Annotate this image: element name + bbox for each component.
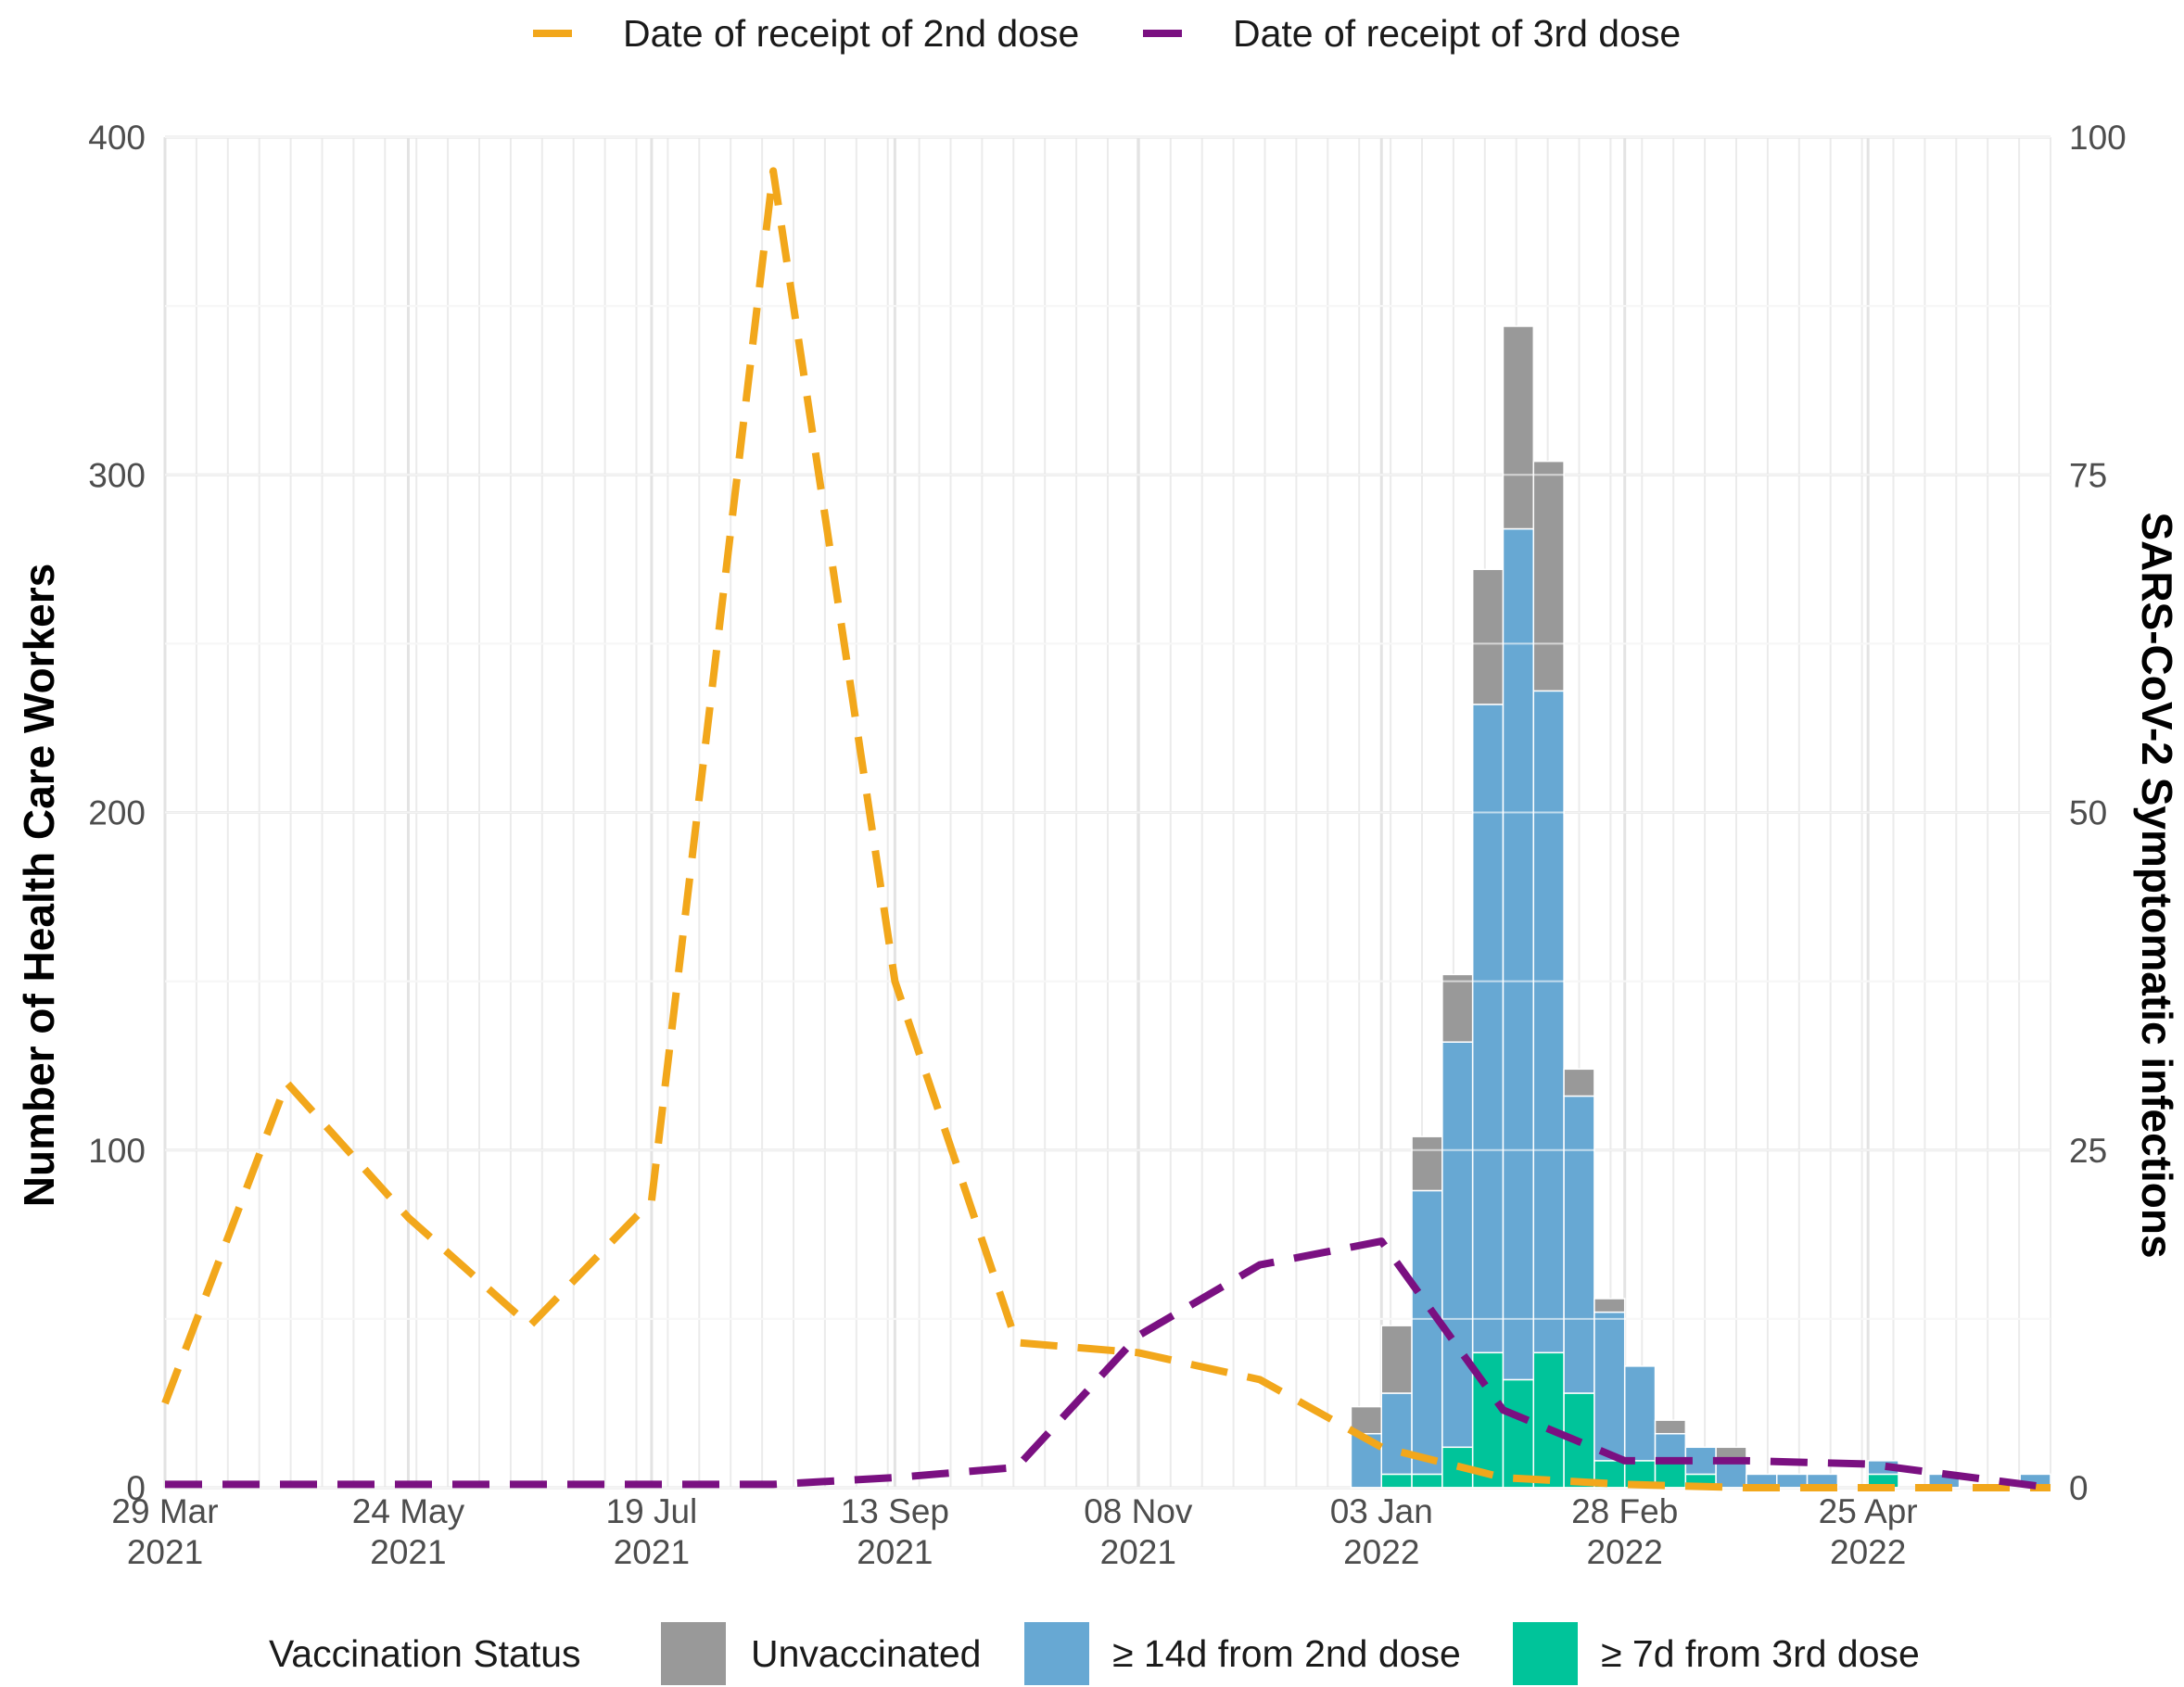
x-tick-label: 19 Jul bbox=[606, 1492, 698, 1530]
x-tick-label: 13 Sep bbox=[841, 1492, 949, 1530]
legend-label-unvaccinated: Unvaccinated bbox=[751, 1632, 981, 1675]
x-tick-year-label: 2021 bbox=[127, 1533, 203, 1571]
legend-label-3rd-dose-status: ≥ 7d from 3rd dose bbox=[1601, 1632, 1920, 1675]
bar-second bbox=[1594, 1311, 1626, 1462]
bar-unvacc bbox=[1532, 460, 1565, 692]
bar-second bbox=[1654, 1432, 1687, 1462]
bar-second bbox=[1471, 704, 1505, 1354]
bar-third bbox=[1532, 1351, 1565, 1489]
x-tick-year-label: 2021 bbox=[614, 1533, 690, 1571]
line-3rd-dose bbox=[165, 1237, 2051, 1491]
bar-unvacc bbox=[1380, 1325, 1413, 1394]
x-tick-year-label: 2021 bbox=[1100, 1533, 1176, 1571]
y-left-tick-label: 300 bbox=[88, 456, 146, 494]
y-right-tick-label: 0 bbox=[2069, 1469, 2089, 1507]
bar-second bbox=[1441, 1041, 1474, 1449]
dose-lines bbox=[161, 167, 2051, 1491]
bar-unvacc bbox=[1563, 1068, 1595, 1097]
bar-unvacc bbox=[1441, 973, 1474, 1043]
legend-label-3rd-dose: Date of receipt of 3rd dose bbox=[1233, 12, 1681, 55]
legend-top: Date of receipt of 2nd dose Date of rece… bbox=[533, 12, 1681, 55]
y-axis-left-title: Number of Health Care Workers bbox=[15, 564, 63, 1207]
y-axis-left: 0 100 200 300 400 bbox=[88, 119, 146, 1507]
legend-swatch-3rd-dose-status bbox=[1513, 1622, 1578, 1685]
bar-unvacc bbox=[1594, 1298, 1626, 1313]
bar-unvacc bbox=[1654, 1419, 1687, 1435]
x-tick-year-label: 2021 bbox=[370, 1533, 446, 1571]
y-right-tick-label: 100 bbox=[2069, 119, 2127, 157]
bar-unvacc bbox=[1471, 568, 1505, 705]
x-tick-label: 29 Mar bbox=[111, 1492, 218, 1530]
legend-label-2nd-dose: Date of receipt of 2nd dose bbox=[623, 12, 1079, 55]
bar-second bbox=[1623, 1365, 1657, 1462]
bar-second bbox=[1380, 1392, 1413, 1476]
x-tick-label: 03 Jan bbox=[1330, 1492, 1433, 1530]
line-2nd-dose bbox=[161, 167, 2051, 1491]
y-axis-right-title: SARS-CoV-2 Symptomatic infections bbox=[2133, 512, 2181, 1258]
y-left-tick-label: 200 bbox=[88, 794, 146, 832]
legend-label-2nd-dose-status: ≥ 14d from 2nd dose bbox=[1112, 1632, 1461, 1675]
y-right-tick-label: 25 bbox=[2069, 1132, 2107, 1170]
bar-second bbox=[1502, 527, 1535, 1381]
x-tick-label: 08 Nov bbox=[1084, 1492, 1193, 1530]
y-left-tick-label: 400 bbox=[88, 119, 146, 157]
legend-swatch-unvaccinated bbox=[661, 1622, 726, 1685]
bar-unvacc bbox=[1411, 1135, 1443, 1192]
y-left-tick-label: 100 bbox=[88, 1132, 146, 1170]
bar-third bbox=[1380, 1473, 1413, 1489]
x-tick-label: 25 Apr bbox=[1819, 1492, 1918, 1530]
x-tick-label: 28 Feb bbox=[1571, 1492, 1678, 1530]
bar-third bbox=[1502, 1378, 1535, 1489]
x-tick-label: 24 May bbox=[352, 1492, 465, 1530]
bar-second bbox=[1563, 1095, 1595, 1394]
x-tick-year-label: 2022 bbox=[1343, 1533, 1419, 1571]
legend-bottom: Vaccination Status Unvaccinated ≥ 14d fr… bbox=[269, 1622, 1920, 1685]
x-tick-year-label: 2022 bbox=[1830, 1533, 1906, 1571]
bar-second bbox=[1532, 690, 1565, 1354]
bar-unvacc bbox=[1502, 325, 1535, 530]
y-axis-right: 0 25 50 75 100 bbox=[2069, 119, 2127, 1507]
y-left-tick-label: 0 bbox=[126, 1469, 146, 1507]
x-tick-year-label: 2022 bbox=[1587, 1533, 1663, 1571]
legend-title: Vaccination Status bbox=[269, 1632, 581, 1675]
bar-third bbox=[1411, 1473, 1443, 1489]
legend-swatch-2nd-dose-status bbox=[1024, 1622, 1089, 1685]
y-right-tick-label: 75 bbox=[2069, 456, 2107, 494]
y-right-tick-label: 50 bbox=[2069, 794, 2107, 832]
x-tick-year-label: 2021 bbox=[857, 1533, 933, 1571]
bar-second bbox=[1411, 1189, 1443, 1476]
